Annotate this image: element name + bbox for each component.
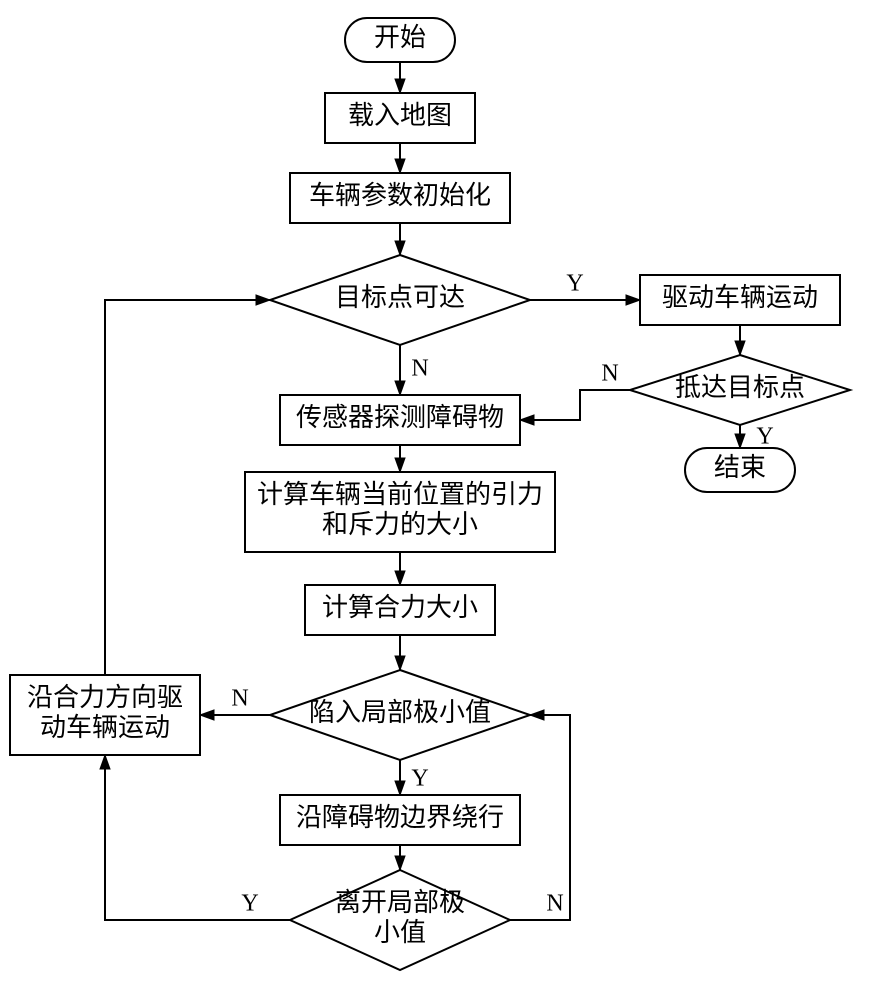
edge-label: Y (241, 891, 258, 917)
node-text: 陷入局部极小值 (309, 698, 491, 727)
node-text: 计算车辆当前位置的引力 (257, 480, 543, 509)
node-drive: 驱动车辆运动 (640, 275, 840, 325)
arrowhead (735, 434, 745, 448)
arrowhead (395, 781, 405, 795)
edge-label: N (411, 356, 428, 382)
node-text: 沿合力方向驱 (27, 683, 183, 712)
node-text: 驱动车辆运动 (662, 283, 818, 312)
arrowhead (395, 241, 405, 255)
node-forces: 计算车辆当前位置的引力和斥力的大小 (245, 472, 555, 552)
node-end: 结束 (685, 448, 795, 492)
node-text: 开始 (374, 23, 426, 52)
arrowhead (395, 656, 405, 670)
edge-label: Y (566, 271, 583, 297)
edge (105, 755, 290, 920)
node-text: 结束 (714, 453, 766, 482)
arrowhead (395, 856, 405, 870)
arrowhead (200, 710, 214, 720)
node-text: 传感器探测障碍物 (296, 403, 504, 432)
arrowhead (395, 159, 405, 173)
arrowhead (735, 341, 745, 355)
node-sense: 传感器探测障碍物 (280, 395, 520, 445)
arrowhead (395, 79, 405, 93)
node-localMin: 陷入局部极小值 (270, 670, 530, 760)
node-text: 和斥力的大小 (322, 510, 478, 539)
arrowhead (395, 381, 405, 395)
node-text: 目标点可达 (335, 283, 465, 312)
edge-label: Y (411, 766, 428, 792)
arrowhead (520, 415, 534, 425)
node-text: 抵达目标点 (675, 373, 805, 402)
arrowhead (395, 571, 405, 585)
node-arrive: 抵达目标点 (630, 355, 850, 425)
edge-label: Y (756, 424, 773, 450)
node-driveF: 沿合力方向驱动车辆运动 (10, 675, 200, 755)
node-text: 计算合力大小 (322, 593, 478, 622)
nodes-layer: 开始载入地图车辆参数初始化目标点可达驱动车辆运动抵达目标点结束传感器探测障碍物计… (10, 18, 850, 970)
node-leave: 离开局部极小值 (290, 870, 510, 970)
node-text: 车辆参数初始化 (309, 181, 491, 210)
node-reach: 目标点可达 (270, 255, 530, 345)
arrowhead (100, 755, 110, 769)
node-loadMap: 载入地图 (325, 93, 475, 143)
node-init: 车辆参数初始化 (290, 173, 510, 223)
arrowhead (395, 458, 405, 472)
node-text: 离开局部极 (335, 888, 465, 917)
node-start: 开始 (345, 18, 455, 62)
node-text: 沿障碍物边界绕行 (296, 803, 504, 832)
node-text: 小值 (374, 918, 426, 947)
node-total: 计算合力大小 (305, 585, 495, 635)
arrowhead (626, 295, 640, 305)
node-text: 动车辆运动 (40, 713, 170, 742)
edge-label: N (231, 686, 248, 712)
edge-label: N (601, 361, 618, 387)
node-text: 载入地图 (348, 101, 452, 130)
edge-label: N (546, 891, 563, 917)
node-around: 沿障碍物边界绕行 (280, 795, 520, 845)
edge (520, 390, 630, 420)
